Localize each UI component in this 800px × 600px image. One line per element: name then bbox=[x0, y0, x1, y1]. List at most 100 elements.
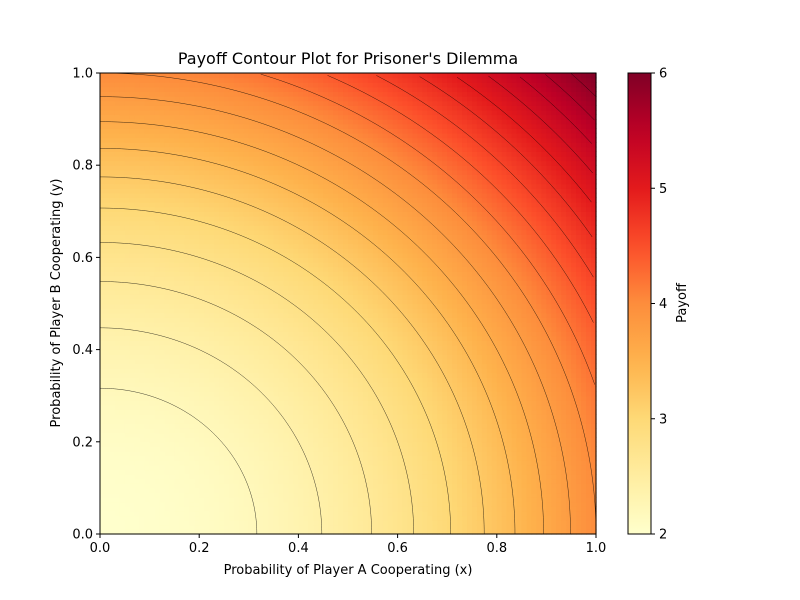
contour-cell bbox=[214, 414, 220, 420]
contour-cell bbox=[288, 395, 295, 401]
contour-cell bbox=[129, 363, 136, 369]
contour-cell bbox=[338, 243, 344, 249]
contour-cell bbox=[144, 142, 151, 148]
contour-cell bbox=[189, 248, 195, 254]
contour-cell bbox=[199, 368, 205, 374]
contour-cell bbox=[149, 229, 156, 235]
contour-cell bbox=[124, 303, 131, 309]
contour-cell bbox=[273, 294, 280, 300]
contour-cell bbox=[248, 492, 255, 498]
contour-cell bbox=[159, 285, 166, 291]
contour-cell bbox=[114, 174, 121, 180]
contour-cell bbox=[268, 86, 275, 93]
contour-cell bbox=[164, 188, 171, 194]
contour-cell bbox=[144, 114, 151, 120]
contour-cell bbox=[209, 289, 215, 295]
contour-cell bbox=[139, 229, 146, 235]
contour-cell bbox=[224, 174, 230, 180]
contour-cell bbox=[164, 234, 171, 240]
contour-cell bbox=[204, 308, 210, 314]
contour-cell bbox=[343, 169, 349, 176]
contour-cell bbox=[228, 257, 235, 263]
contour-cell bbox=[124, 474, 131, 480]
contour-cell bbox=[154, 128, 161, 134]
contour-cell bbox=[159, 469, 166, 475]
contour-cell bbox=[184, 257, 190, 263]
contour-cell bbox=[149, 211, 156, 217]
contour-cell bbox=[253, 169, 260, 176]
contour-cell bbox=[253, 391, 260, 397]
contour-cell bbox=[184, 441, 190, 448]
contour-cell bbox=[263, 321, 270, 328]
contour-cell bbox=[129, 132, 136, 139]
contour-cell bbox=[149, 243, 156, 249]
contour-cell bbox=[149, 137, 156, 143]
contour-cell bbox=[253, 96, 260, 102]
contour-cell bbox=[129, 91, 136, 97]
contour-cell bbox=[154, 280, 161, 286]
contour-cell bbox=[109, 91, 116, 97]
contour-cell bbox=[303, 423, 309, 429]
contour-cell bbox=[154, 529, 161, 535]
contour-cell bbox=[169, 326, 175, 332]
contour-cell bbox=[134, 174, 141, 180]
contour-cell bbox=[164, 423, 171, 429]
contour-cell bbox=[139, 86, 146, 93]
contour-cell bbox=[129, 487, 136, 494]
contour-cell bbox=[298, 368, 304, 374]
contour-cell bbox=[179, 377, 185, 383]
contour-cell bbox=[179, 151, 185, 157]
contour-cell bbox=[268, 197, 275, 203]
contour-cell bbox=[318, 437, 324, 443]
contour-cell bbox=[278, 275, 285, 282]
contour-cell bbox=[189, 303, 195, 309]
contour-cell bbox=[194, 192, 200, 199]
contour-cell bbox=[139, 469, 146, 475]
contour-cell bbox=[214, 109, 220, 116]
contour-cell bbox=[189, 524, 195, 530]
contour-cell bbox=[308, 418, 314, 424]
contour-cell bbox=[288, 234, 295, 240]
contour-cell bbox=[303, 400, 309, 406]
contour-cell bbox=[258, 174, 265, 180]
contour-cell bbox=[100, 335, 106, 341]
contour-cell bbox=[134, 192, 141, 199]
contour-cell bbox=[248, 271, 255, 277]
contour-cell bbox=[303, 377, 309, 383]
contour-cell bbox=[204, 179, 210, 185]
contour-cell bbox=[298, 137, 304, 143]
contour-cell bbox=[224, 432, 230, 438]
contour-cell bbox=[333, 354, 339, 360]
contour-cell bbox=[109, 271, 116, 277]
contour-cell bbox=[253, 321, 260, 328]
contour-cell bbox=[184, 91, 190, 97]
contour-cell bbox=[104, 165, 111, 171]
contour-cell bbox=[248, 266, 255, 272]
contour-cell bbox=[318, 119, 324, 125]
contour-cell bbox=[328, 492, 334, 498]
contour-cell bbox=[233, 225, 240, 231]
contour-cell bbox=[243, 303, 250, 309]
contour-cell bbox=[164, 238, 171, 245]
contour-cell bbox=[298, 82, 304, 88]
contour-cell bbox=[214, 427, 220, 434]
contour-cell bbox=[303, 474, 309, 480]
contour-cell bbox=[194, 409, 200, 415]
contour-cell bbox=[189, 298, 195, 305]
contour-cell bbox=[224, 358, 230, 365]
contour-cell bbox=[263, 169, 270, 176]
contour-cell bbox=[343, 275, 349, 282]
contour-cell bbox=[243, 326, 250, 332]
contour-cell bbox=[124, 529, 131, 535]
contour-cell bbox=[179, 77, 185, 83]
contour-cell bbox=[189, 238, 195, 245]
contour-cell bbox=[263, 206, 270, 212]
contour-cell bbox=[100, 340, 106, 346]
contour-cell bbox=[109, 474, 116, 480]
contour-cell bbox=[214, 257, 220, 263]
contour-cell bbox=[273, 515, 280, 521]
contour-cell bbox=[209, 529, 215, 535]
contour-cell bbox=[318, 349, 324, 355]
contour-cell bbox=[343, 358, 349, 365]
contour-cell bbox=[109, 451, 116, 457]
